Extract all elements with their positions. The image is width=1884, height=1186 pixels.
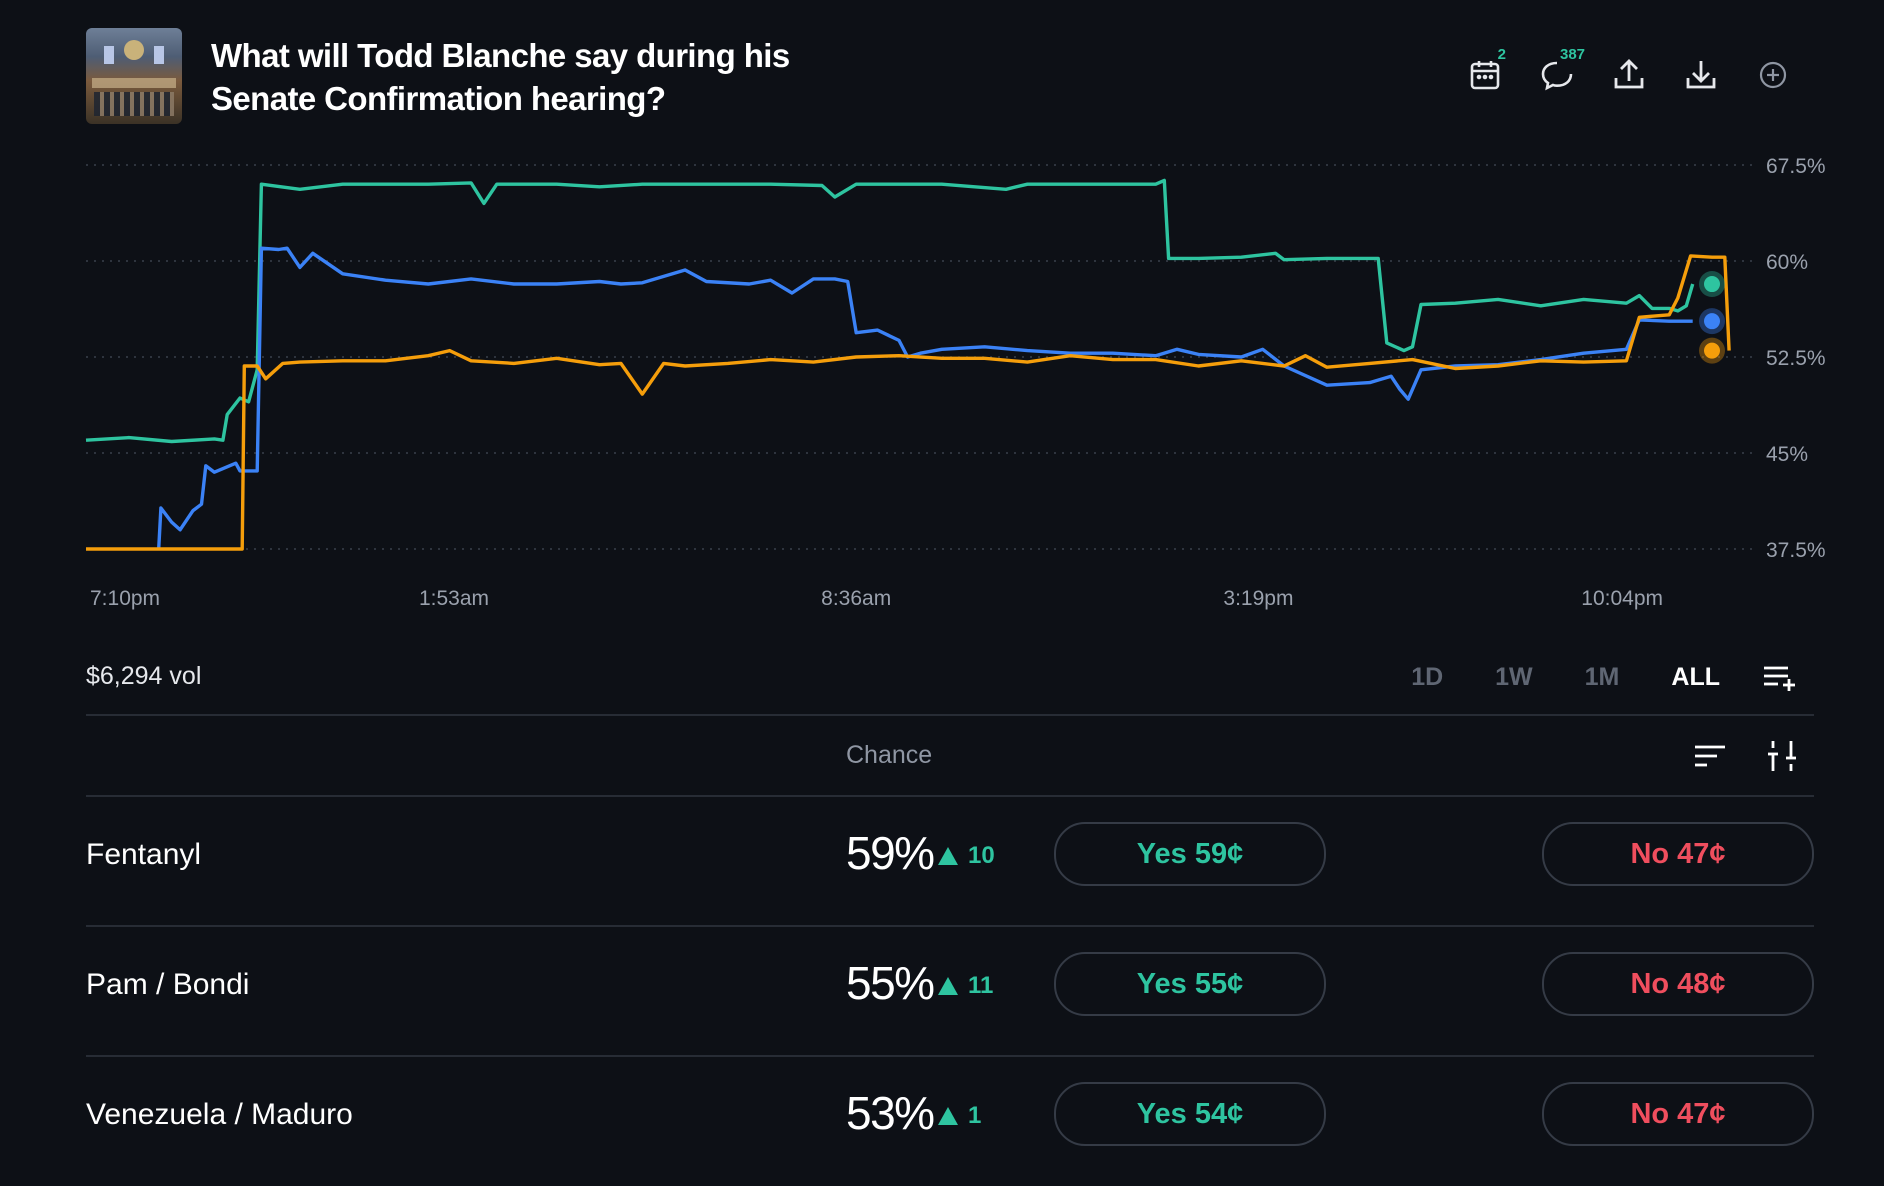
delta-value: 1 xyxy=(968,1102,982,1129)
add-to-list-icon[interactable] xyxy=(1762,660,1798,694)
range-1w[interactable]: 1W xyxy=(1495,662,1533,691)
series-line xyxy=(85,178,1695,444)
chance-column-header: Chance xyxy=(846,741,933,769)
comment-icon xyxy=(1541,61,1573,91)
x-tick-label: 3:19pm xyxy=(1223,587,1293,610)
outcome-row[interactable]: Fentanyl 59% 10 Yes 59¢ No 47¢ xyxy=(86,796,1814,926)
buy-yes-button[interactable]: Yes 54¢ xyxy=(1054,1082,1326,1146)
market-title: What will Todd Blanche say during his Se… xyxy=(211,37,790,117)
chart-svg: 67.5% 60% 52.5% 45% 37.5% 7:10pm 1:53am 8:36am 3… xyxy=(85,155,1826,610)
market-thumbnail[interactable] xyxy=(86,28,182,124)
outcome-chance: 59% xyxy=(846,827,935,879)
up-arrow-icon xyxy=(938,1107,958,1125)
y-tick-label: 67.5% xyxy=(1766,155,1826,178)
divider xyxy=(86,1055,1814,1057)
series-line xyxy=(86,254,1731,551)
range-1d[interactable]: 1D xyxy=(1411,662,1444,691)
chance-delta: 10 xyxy=(938,842,995,870)
volume-label: $6,294 vol xyxy=(86,662,202,690)
series-endpoint xyxy=(1704,276,1720,293)
calendar-badge: 2 xyxy=(1497,46,1506,63)
range-1m[interactable]: 1M xyxy=(1584,662,1620,691)
y-tick-label: 60% xyxy=(1766,251,1808,274)
x-tick-label: 7:10pm xyxy=(90,587,160,610)
y-tick-label: 45% xyxy=(1766,443,1808,466)
range-selector: 1D 1W 1M ALL xyxy=(1359,660,1798,694)
y-tick-label: 37.5% xyxy=(1766,539,1826,562)
outcome-name: Pam / Bondi xyxy=(86,968,250,1001)
share-button[interactable] xyxy=(1604,50,1654,100)
x-tick-label: 8:36am xyxy=(821,587,891,610)
buy-no-button[interactable]: No 47¢ xyxy=(1542,1082,1814,1146)
outcome-name: Fentanyl xyxy=(86,838,202,871)
calendar-button[interactable]: 2 xyxy=(1460,46,1510,100)
divider xyxy=(86,795,1814,797)
header-actions: 2 387 xyxy=(1438,46,1798,100)
chance-delta: 1 xyxy=(938,1102,981,1130)
divider xyxy=(86,925,1814,927)
outcome-chance: 55% xyxy=(846,957,935,1009)
x-tick-label: 10:04pm xyxy=(1581,587,1663,610)
series-endpoint xyxy=(1704,342,1720,359)
calendar-icon xyxy=(1470,61,1500,90)
outcome-row[interactable]: Pam / Bondi 55% 11 Yes 55¢ No 48¢ xyxy=(86,926,1814,1056)
divider xyxy=(86,714,1814,716)
series-endpoint xyxy=(1704,313,1720,330)
buy-yes-button[interactable]: Yes 59¢ xyxy=(1054,822,1326,886)
filter-icon[interactable] xyxy=(1764,738,1800,774)
y-tick-label: 52.5% xyxy=(1766,347,1826,370)
up-arrow-icon xyxy=(938,847,958,865)
range-all[interactable]: ALL xyxy=(1671,662,1720,691)
delta-value: 11 xyxy=(968,972,994,999)
buy-yes-button[interactable]: Yes 55¢ xyxy=(1054,952,1326,1016)
price-chart[interactable]: 67.5% 60% 52.5% 45% 37.5% 7:10pm 1:53am 8:36am 3… xyxy=(0,140,1884,610)
buy-no-button[interactable]: No 48¢ xyxy=(1542,952,1814,1016)
download-icon xyxy=(1686,61,1716,89)
market-header: What will Todd Blanche say during his Se… xyxy=(86,28,1798,128)
download-button[interactable] xyxy=(1676,50,1726,100)
buy-no-button[interactable]: No 47¢ xyxy=(1542,822,1814,886)
add-button[interactable] xyxy=(1748,50,1798,100)
up-arrow-icon xyxy=(938,977,958,995)
share-icon xyxy=(1614,59,1644,89)
sort-icon[interactable] xyxy=(1692,738,1728,774)
x-tick-label: 1:53am xyxy=(419,587,489,610)
outcome-chance: 53% xyxy=(846,1087,935,1139)
comments-button[interactable]: 387 xyxy=(1532,46,1585,100)
delta-value: 10 xyxy=(968,842,995,869)
series-line xyxy=(157,246,1693,550)
chance-delta: 11 xyxy=(938,972,993,1000)
comments-badge: 387 xyxy=(1560,46,1586,63)
outcome-row[interactable]: Venezuela / Maduro 53% 1 Yes 54¢ No 47¢ xyxy=(86,1056,1814,1186)
outcome-name: Venezuela / Maduro xyxy=(86,1098,353,1131)
add-icon xyxy=(1759,61,1787,89)
